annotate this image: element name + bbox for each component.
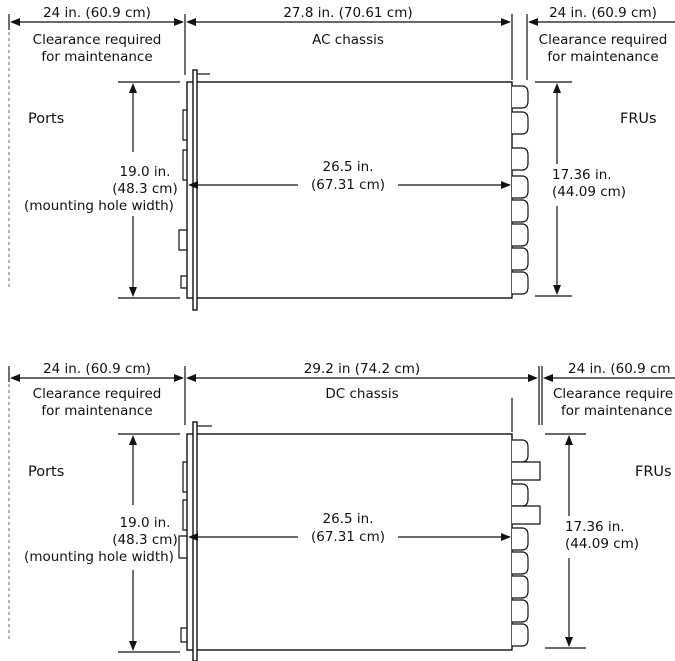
arrowhead: [10, 374, 20, 382]
port-bump: [178, 229, 187, 251]
port-bump: [180, 275, 187, 289]
height-label-1: 19.0 in.: [120, 164, 171, 180]
arrowhead: [501, 533, 511, 541]
arrowhead: [553, 83, 561, 93]
right-clearance-dimension: 24 in. (60.9 cm: [568, 361, 671, 377]
arrowhead: [543, 374, 553, 382]
arrowhead: [129, 287, 137, 297]
height-label-2: (48.3 cm): [112, 532, 177, 548]
ports-label: Ports: [28, 464, 64, 480]
chassis-dimension: 29.2 in (74.2 cm): [304, 361, 420, 377]
right-clearance-label-1: Clearance required: [539, 32, 668, 48]
ports-label: Ports: [28, 111, 64, 127]
arrowhead: [553, 285, 561, 295]
fru-height-label-2: (44.09 cm): [565, 536, 639, 552]
left-clearance-dimension: 24 in. (60.9 cm): [43, 361, 151, 377]
height-label-3: (mounting hole width): [24, 198, 174, 214]
height-label-3: (mounting hole width): [24, 549, 174, 565]
height-label-2: (48.3 cm): [112, 181, 177, 197]
depth-label-2: (67.31 cm): [311, 177, 385, 193]
port-bump: [180, 627, 187, 643]
dc-chassis-diagram: 24 in. (60.9 cm) Clearance required for …: [8, 361, 675, 661]
arrowhead: [565, 637, 573, 647]
arrowhead: [129, 83, 137, 93]
right-clearance-label-1: Clearance require: [553, 386, 673, 402]
frus-label: FRUs: [635, 464, 672, 480]
left-clearance-label-2: for maintenance: [41, 49, 152, 65]
fru-handles: [512, 85, 529, 295]
chassis-body: [186, 81, 513, 299]
port-bump: [178, 535, 187, 559]
mounting-ear: [192, 421, 198, 661]
arrowhead: [174, 18, 184, 26]
fru-height-label-2: (44.09 cm): [552, 184, 626, 200]
port-bump: [182, 461, 187, 531]
depth-label-1: 26.5 in.: [323, 511, 374, 527]
arrowhead: [501, 181, 511, 189]
depth-label-2: (67.31 cm): [311, 529, 385, 545]
left-clearance-dimension: 24 in. (60.9 cm): [43, 5, 151, 21]
arrowhead: [186, 18, 196, 26]
arrowhead: [129, 641, 137, 651]
arrowhead: [10, 18, 20, 26]
right-clearance-label-2: for maintenance: [547, 49, 658, 65]
arrowhead: [528, 374, 538, 382]
arrowhead: [129, 435, 137, 445]
arrowhead: [174, 374, 184, 382]
chassis-label: AC chassis: [312, 32, 384, 48]
height-label-1: 19.0 in.: [120, 515, 171, 531]
port-bump: [182, 109, 187, 181]
arrowhead: [188, 181, 198, 189]
right-clearance-dimension: 24 in. (60.9 cm): [549, 5, 657, 21]
left-clearance-label-2: for maintenance: [41, 403, 152, 419]
ac-chassis-diagram: 24 in. (60.9 cm) Clearance required for …: [8, 5, 675, 311]
depth-label-1: 26.5 in.: [323, 159, 374, 175]
arrowhead: [565, 435, 573, 445]
mounting-ear: [192, 69, 198, 311]
arrowhead: [528, 18, 538, 26]
left-clearance-label-1: Clearance required: [33, 32, 162, 48]
left-clearance-label-1: Clearance required: [33, 386, 162, 402]
fru-height-label-1: 17.36 in.: [552, 167, 612, 183]
right-clearance-label-2: for maintenance: [561, 403, 672, 419]
fru-handles: [512, 439, 541, 647]
chassis-dimension: 27.8 in. (70.61 cm): [283, 5, 412, 21]
arrowhead: [186, 374, 196, 382]
arrowhead: [501, 18, 511, 26]
fru-height-label-1: 17.36 in.: [565, 519, 625, 535]
chassis-body: [186, 433, 513, 651]
chassis-label: DC chassis: [325, 386, 398, 402]
arrowhead: [188, 533, 198, 541]
frus-label: FRUs: [620, 111, 657, 127]
